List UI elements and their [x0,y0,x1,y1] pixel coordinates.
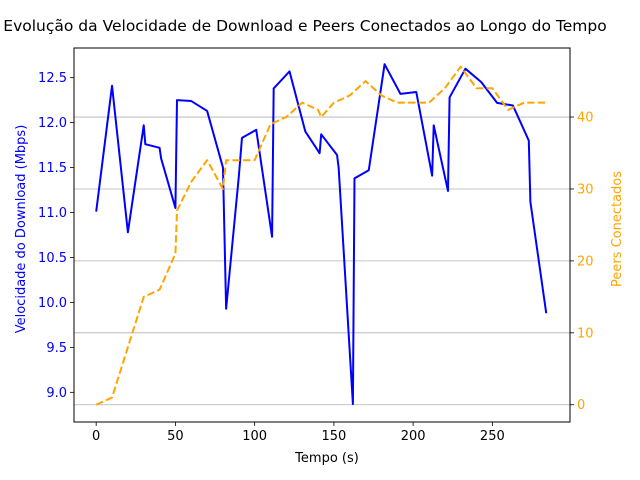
left-tick-label: 9.5 [46,341,67,356]
x-tick-label: 150 [321,429,346,444]
right-axis-title: Peers Conectados [610,171,625,287]
x-tick-label: 200 [401,429,426,444]
left-tick-label: 10.0 [38,296,67,311]
x-tick-label: 50 [167,429,184,444]
left-tick-label: 12.5 [38,71,67,86]
left-tick-label: 11.0 [38,206,67,221]
peers-series [95,65,547,406]
x-axis-title: Tempo (s) [294,451,359,466]
plot-frame [73,47,571,423]
right-tick-label: 10 [577,326,594,341]
left-tick-label: 12.0 [38,116,67,131]
right-tick-label: 30 [577,182,594,197]
x-axis-ticks: 0 50 100 150 200 250 [92,422,505,444]
right-tick-label: 40 [577,111,594,126]
chart-title: Evolução da Velocidade de Download e Pee… [3,17,606,35]
left-tick-label: 10.5 [38,251,67,266]
left-tick-label: 11.5 [38,161,67,176]
left-axis-ticks: 9.0 9.5 10.0 10.5 11.0 11.5 12.0 12.5 [38,71,74,401]
right-tick-label: 0 [577,398,585,413]
download-speed-series [95,63,548,406]
series-layer [95,63,548,406]
right-axis-ticks: 0 10 20 30 40 [570,111,594,413]
grid-lines [74,116,570,406]
right-tick-label: 20 [577,254,594,269]
left-tick-label: 9.0 [46,386,67,401]
x-tick-label: 0 [92,429,100,444]
x-tick-label: 250 [480,429,505,444]
left-axis-title: Velocidade do Download (Mbps) [14,125,29,334]
x-tick-label: 100 [242,429,267,444]
